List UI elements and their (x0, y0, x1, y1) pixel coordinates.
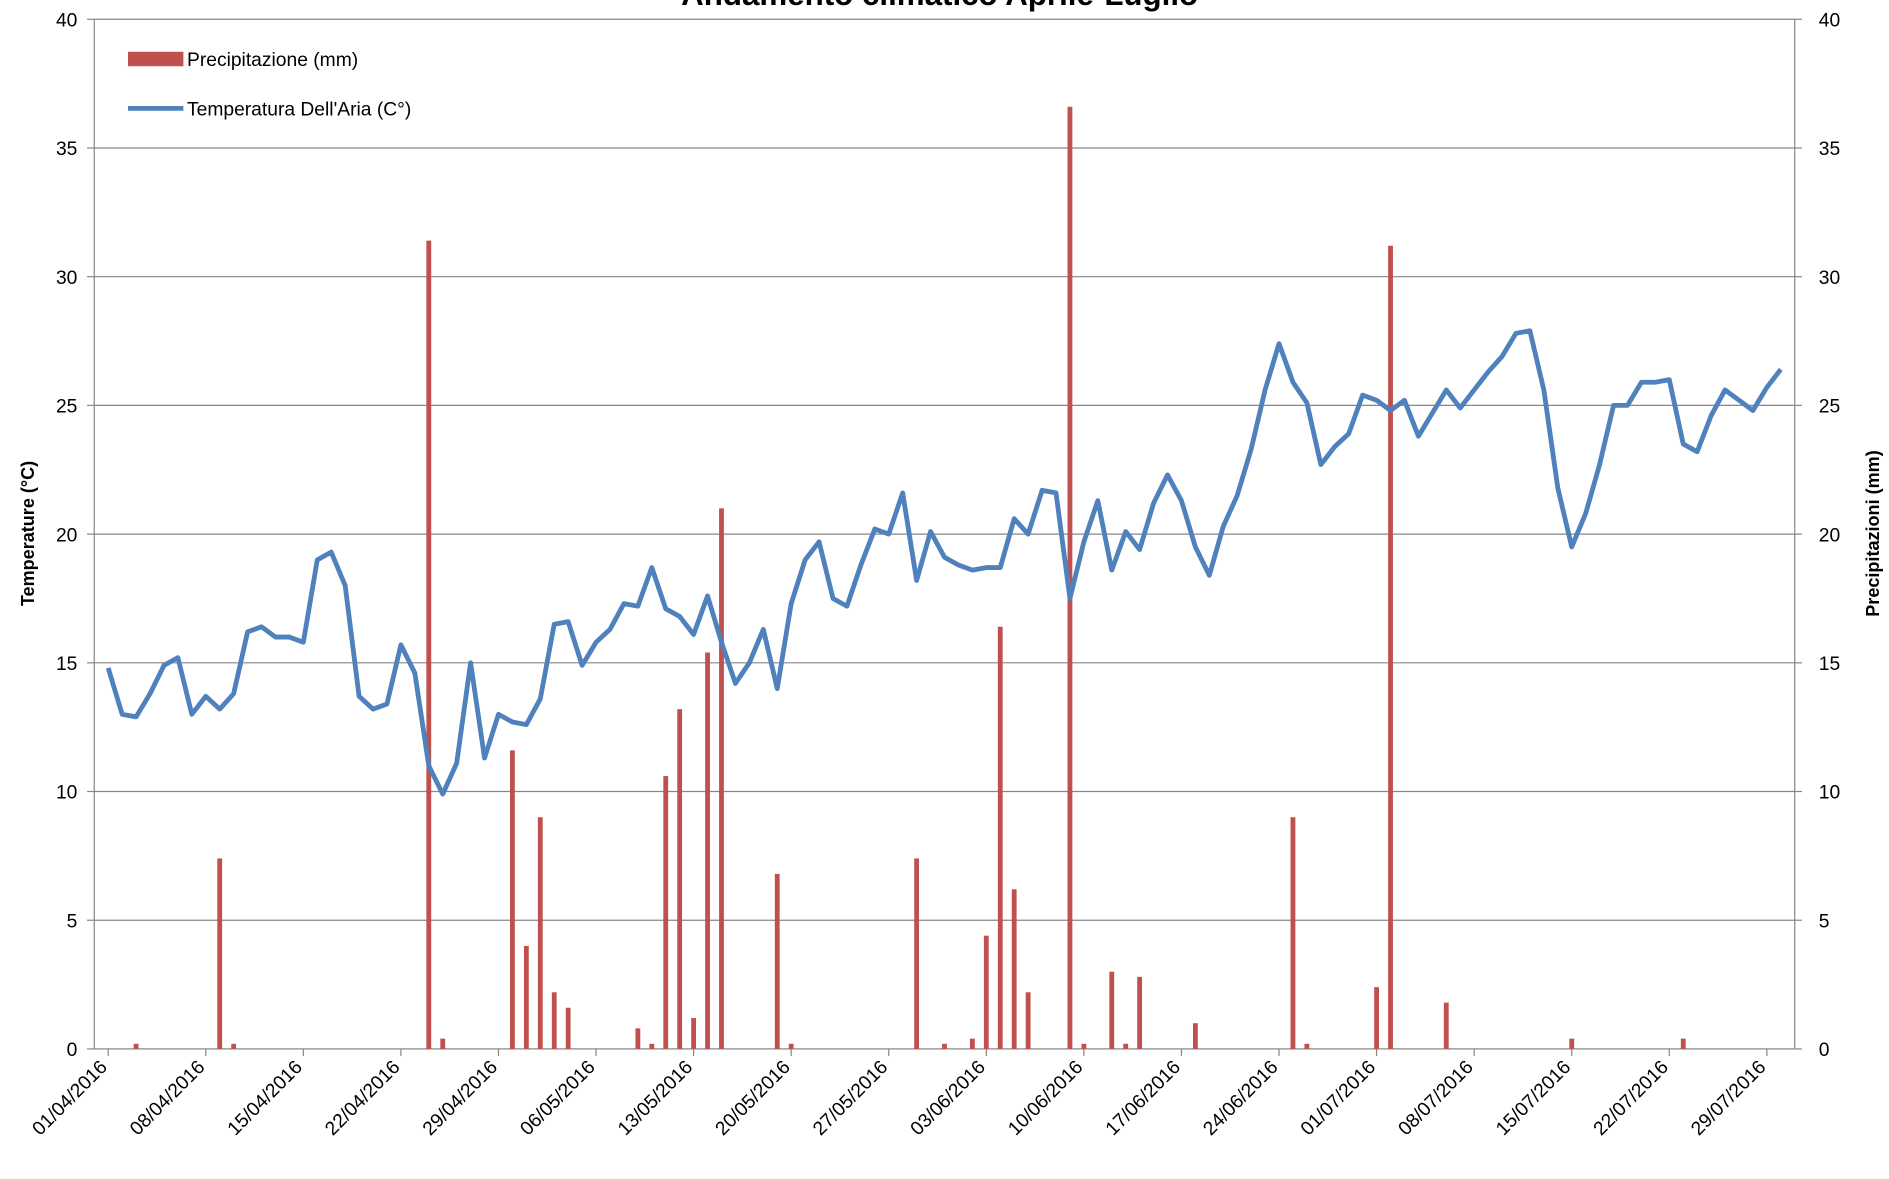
line (105, 328, 1783, 797)
x-tick-label: 06/05/2016 (517, 1057, 600, 1140)
bar (1011, 889, 1017, 1049)
bar (1290, 817, 1296, 1049)
bar (510, 750, 515, 1049)
bar (217, 858, 223, 1049)
x-tick-label: 24/06/2016 (1200, 1057, 1283, 1140)
y2-tick-label: 0 (1819, 1040, 1830, 1061)
bar (969, 1038, 975, 1049)
y-tick-label: 25 (56, 397, 77, 418)
x-tick-label: 17/06/2016 (1102, 1057, 1185, 1140)
bar (635, 1028, 641, 1049)
x-tick-label: 01/07/2016 (1297, 1057, 1380, 1140)
bar (914, 858, 920, 1049)
x-tick-label: 20/05/2016 (712, 1057, 795, 1140)
x-tick-label: 29/04/2016 (419, 1057, 502, 1140)
bar (1569, 1038, 1575, 1049)
x-tick-label: 22/07/2016 (1590, 1057, 1673, 1140)
x-tick-label: 29/07/2016 (1687, 1057, 1770, 1140)
bar (551, 992, 557, 1049)
x-tick-label: 13/05/2016 (614, 1057, 697, 1140)
legend-label: Temperatura Dell'Aria (C°) (187, 100, 411, 121)
bar (1137, 976, 1143, 1049)
x-tick-label: 15/07/2016 (1492, 1057, 1575, 1140)
y-tick-label: 0 (67, 1040, 78, 1061)
bar (565, 1007, 571, 1049)
bar (1680, 1038, 1686, 1049)
y-axis-label: Temperature (°C) (18, 461, 38, 606)
bar (537, 817, 543, 1049)
bar (1081, 1043, 1087, 1049)
bar (1192, 1023, 1198, 1049)
bar (133, 1043, 139, 1049)
y-tick-label: 35 (56, 139, 77, 160)
x-tick-label: 03/06/2016 (907, 1057, 990, 1140)
bar (523, 945, 529, 1049)
x-tick-label: 27/05/2016 (809, 1057, 892, 1140)
x-tick-label: 22/04/2016 (321, 1057, 404, 1140)
bar (1443, 1002, 1449, 1049)
bar (1304, 1043, 1310, 1049)
chart-title: Andamento climatico Aprile-Luglio (681, 0, 1198, 12)
y2-tick-label: 30 (1819, 268, 1840, 289)
x-tick-label: 01/04/2016 (29, 1057, 112, 1140)
bar (663, 776, 669, 1049)
y2-tick-label: 20 (1819, 525, 1840, 546)
legend-swatch (127, 51, 184, 67)
y-tick-label: 30 (56, 268, 77, 289)
bar (231, 1043, 237, 1049)
bar (677, 709, 683, 1049)
y2-tick-label: 40 (1819, 10, 1840, 31)
x-tick-label: 08/07/2016 (1395, 1057, 1478, 1140)
legend-label: Precipitazione (mm) (187, 50, 358, 71)
bar (942, 1043, 947, 1049)
y2-tick-label: 35 (1819, 139, 1840, 160)
bar (1388, 245, 1393, 1049)
y2-tick-label: 25 (1819, 397, 1840, 418)
y-tick-label: 15 (56, 654, 77, 675)
y-tick-label: 20 (56, 525, 77, 546)
bar (426, 240, 432, 1049)
y2-tick-label: 10 (1819, 783, 1840, 804)
bar (788, 1043, 794, 1049)
bar (1109, 971, 1115, 1049)
bar (1374, 987, 1379, 1049)
y-tick-label: 5 (67, 911, 78, 932)
x-tick-label: 10/06/2016 (1004, 1057, 1087, 1140)
bar (983, 935, 989, 1049)
x-tick-label: 08/04/2016 (126, 1057, 209, 1140)
y2-axis-label: Precipitazioni (mm) (1863, 450, 1883, 616)
y-tick-label: 10 (56, 783, 77, 804)
bar (1067, 106, 1073, 1049)
bar (691, 1018, 697, 1049)
bar (997, 626, 1003, 1049)
y2-tick-label: 5 (1819, 911, 1830, 932)
y-tick-label: 40 (56, 10, 77, 31)
y2-tick-label: 15 (1819, 654, 1840, 675)
bar (719, 508, 724, 1049)
bar (440, 1038, 446, 1049)
bar (705, 652, 710, 1049)
bar (1123, 1043, 1129, 1049)
bar (649, 1043, 655, 1049)
bar (1025, 992, 1031, 1049)
x-tick-label: 15/04/2016 (224, 1057, 307, 1140)
bar (774, 873, 780, 1049)
